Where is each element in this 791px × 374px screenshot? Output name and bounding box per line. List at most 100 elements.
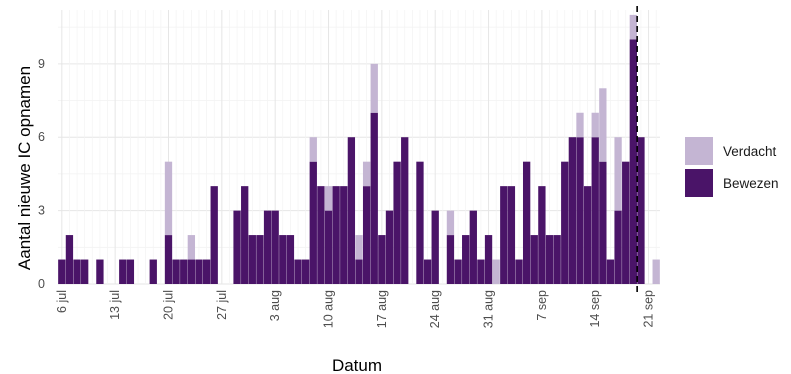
x-tick-label: 14 sep xyxy=(588,290,602,328)
y-axis-label: Aantal nieuwe IC opnamen xyxy=(15,66,34,270)
bar-bewezen xyxy=(65,235,74,284)
bar-verdacht xyxy=(446,210,455,236)
bar-bewezen xyxy=(538,186,546,284)
bar-bewezen xyxy=(561,161,569,284)
bar-bewezen xyxy=(241,186,249,284)
y-tick-label: 9 xyxy=(38,57,45,71)
bar-bewezen xyxy=(340,186,348,284)
bar-bewezen xyxy=(507,186,516,284)
x-tick-labels: 6 jul 13 jul 20 jul 27 jul 3 aug 10 aug 17 aug… xyxy=(55,290,656,328)
bar-bewezen xyxy=(431,210,439,284)
bar-verdacht xyxy=(362,161,371,187)
bar-verdacht xyxy=(187,235,196,260)
x-tick-label: 10 aug xyxy=(322,290,336,328)
bar-bewezen xyxy=(484,235,493,284)
bar-bewezen xyxy=(637,137,645,284)
bar-bewezen xyxy=(73,259,81,284)
bar-bewezen xyxy=(378,235,386,284)
x-tick-label: 3 aug xyxy=(268,290,282,321)
bar-bewezen xyxy=(332,186,340,284)
bar-bewezen xyxy=(286,235,295,284)
bar-bewezen xyxy=(576,137,584,284)
bar-bewezen xyxy=(279,235,287,284)
bar-bewezen xyxy=(622,161,630,284)
bar-bewezen xyxy=(370,112,378,284)
bar-verdacht xyxy=(614,137,622,211)
x-tick-label: 7 sep xyxy=(535,290,549,321)
bar-bewezen xyxy=(522,161,531,284)
bar-bewezen xyxy=(530,235,538,284)
bar-verdacht xyxy=(591,112,599,138)
bar-bewezen xyxy=(210,186,218,284)
bar-verdacht xyxy=(309,137,317,162)
bar-bewezen xyxy=(629,39,637,284)
bar-bewezen xyxy=(96,259,104,284)
bar-bewezen xyxy=(233,210,241,284)
legend: Verdacht Bewezen xyxy=(685,137,779,197)
bar-bewezen xyxy=(591,137,599,284)
bar-verdacht xyxy=(492,259,500,284)
legend-label-verdacht: Verdacht xyxy=(723,144,777,159)
y-tick-label: 6 xyxy=(38,130,45,144)
bar-bewezen xyxy=(500,186,508,284)
bar-bewezen xyxy=(58,259,66,284)
bar-bewezen xyxy=(454,259,462,284)
bar-bewezen xyxy=(202,259,211,284)
bar-bewezen xyxy=(606,259,615,284)
bar-bewezen xyxy=(126,259,135,284)
bar-verdacht xyxy=(324,186,333,211)
bar-bewezen xyxy=(187,259,196,284)
bar-bewezen xyxy=(294,259,302,284)
bar-bewezen xyxy=(393,161,401,284)
bar-bewezen xyxy=(515,259,523,284)
bar-bewezen xyxy=(180,259,188,284)
x-tick-label: 31 aug xyxy=(482,290,496,328)
bar-bewezen xyxy=(553,235,561,284)
bar-bewezen xyxy=(347,137,356,284)
bar-bewezen xyxy=(172,259,180,284)
bar-bewezen xyxy=(195,259,203,284)
bar-bewezen xyxy=(309,161,317,284)
bar-verdacht xyxy=(652,259,660,284)
y-tick-label: 3 xyxy=(38,204,45,218)
y-tick-label: 0 xyxy=(38,277,45,291)
legend-swatch-verdacht xyxy=(685,137,713,165)
bar-bewezen xyxy=(416,161,424,284)
bar-verdacht xyxy=(370,63,378,113)
legend-swatch-bewezen xyxy=(685,169,713,197)
bars xyxy=(58,14,660,284)
bar-bewezen xyxy=(248,235,256,284)
y-tick-labels: 0 3 6 9 xyxy=(38,57,45,291)
bar-verdacht xyxy=(164,161,173,236)
bar-bewezen xyxy=(302,259,310,284)
bar-bewezen xyxy=(401,137,409,284)
legend-label-bewezen: Bewezen xyxy=(723,176,779,191)
bar-verdacht xyxy=(629,14,637,40)
bar-bewezen xyxy=(423,259,432,284)
bar-bewezen xyxy=(149,259,157,284)
bar-bewezen xyxy=(355,259,363,284)
bar-bewezen xyxy=(599,161,607,284)
x-tick-label: 27 jul xyxy=(215,290,229,320)
bar-bewezen xyxy=(385,210,394,284)
bar-bewezen xyxy=(324,210,333,284)
bar-bewezen xyxy=(119,259,127,284)
x-tick-label: 21 sep xyxy=(642,290,656,328)
bar-bewezen xyxy=(164,235,173,284)
bar-verdacht xyxy=(576,112,584,138)
x-axis-label: Datum xyxy=(332,356,382,374)
bar-bewezen xyxy=(462,235,470,284)
bar-verdacht xyxy=(599,88,607,162)
bar-bewezen xyxy=(263,210,272,284)
bar-bewezen xyxy=(81,259,89,284)
bar-bewezen xyxy=(271,210,279,284)
bar-bewezen xyxy=(317,186,325,284)
bar-bewezen xyxy=(545,235,554,284)
bar-bewezen xyxy=(362,186,371,284)
x-tick-label: 24 aug xyxy=(428,290,442,328)
x-tick-label: 13 jul xyxy=(108,290,122,320)
bar-bewezen xyxy=(469,210,477,284)
bar-bewezen xyxy=(614,210,622,284)
bar-bewezen xyxy=(477,259,485,284)
